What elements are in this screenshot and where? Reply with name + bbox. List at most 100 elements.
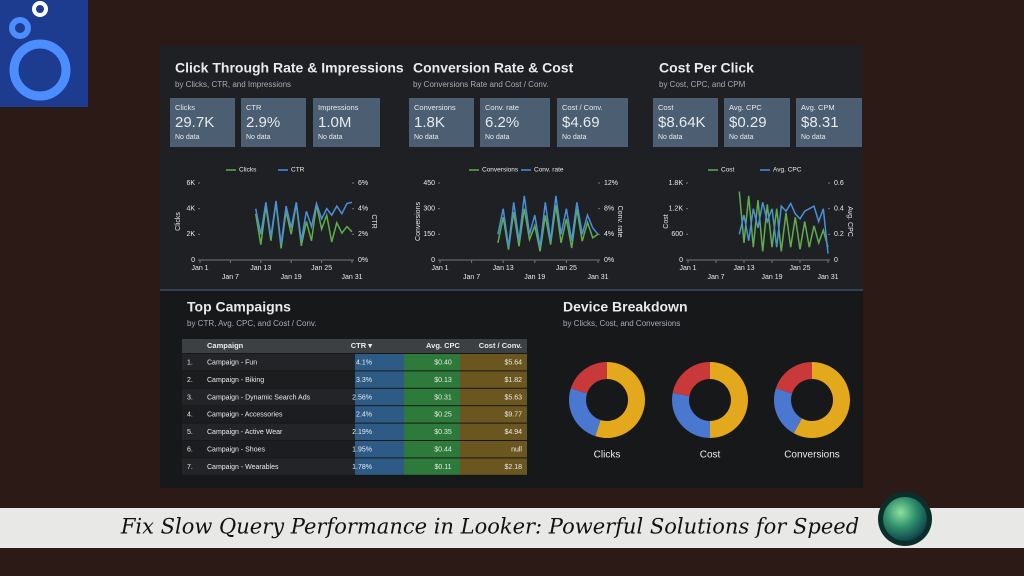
table-row xyxy=(182,441,355,458)
donut-label: Cost xyxy=(700,450,721,461)
banner xyxy=(0,508,1024,548)
table-cell-text: $0.31 xyxy=(434,394,452,401)
table-row xyxy=(182,458,355,475)
kpi-card xyxy=(241,98,306,147)
table-cell-text: 6. xyxy=(187,447,193,454)
donut-slice xyxy=(793,362,851,438)
x-tick-label: Jan 25 xyxy=(556,265,577,272)
x-tick-label: Jan 31 xyxy=(817,274,838,281)
table-cell-text: 1.95% xyxy=(352,447,372,454)
panel-title: Click Through Rate & Impressions xyxy=(175,60,404,76)
y-tick-label: 0 xyxy=(679,257,683,264)
panel-subtitle: by Clicks, Cost, and Conversions xyxy=(563,319,680,328)
table-cell-text: $0.40 xyxy=(434,360,452,367)
table-cell-text: 4.1% xyxy=(356,360,372,367)
table-cell-text: 7. xyxy=(187,464,193,471)
kpi-note: No data xyxy=(414,134,439,141)
table-cell xyxy=(460,441,527,458)
table-cell xyxy=(460,458,527,475)
panel-subtitle: by Clicks, CTR, and Impressions xyxy=(175,80,291,89)
kpi-card xyxy=(796,98,862,147)
panel-subtitle: by CTR, Avg. CPC, and Cost / Conv. xyxy=(187,319,317,328)
banner-title: Fix Slow Query Performance in Looker: Po… xyxy=(120,515,859,539)
table-cell xyxy=(460,388,527,406)
table-row xyxy=(182,388,355,406)
y-tick-label: 1.2K xyxy=(669,206,684,213)
y2-axis-label: Avg. CPC xyxy=(846,206,853,237)
table-cell xyxy=(460,406,527,423)
table-cell xyxy=(355,406,404,423)
table-row xyxy=(182,423,355,440)
table-cell xyxy=(404,423,460,440)
y-tick-label: 4K xyxy=(186,206,195,213)
legend-label: Conv. rate xyxy=(534,167,564,174)
table-row xyxy=(182,371,355,388)
series-line xyxy=(497,205,599,252)
table-cell-text: 3.3% xyxy=(356,377,372,384)
table-cell xyxy=(355,458,404,475)
series-line xyxy=(254,200,353,245)
table-cell xyxy=(404,388,460,406)
legend-label: CTR xyxy=(291,167,305,174)
table-cell-text: $0.35 xyxy=(434,429,452,436)
x-tick-label: Jan 25 xyxy=(789,265,810,272)
legend-label: Avg. CPC xyxy=(773,167,802,174)
x-tick-label: Jan 7 xyxy=(463,274,480,281)
series-line xyxy=(738,191,829,252)
y-tick-label: 450 xyxy=(423,180,435,187)
x-tick-label: Jan 19 xyxy=(761,274,782,281)
panel-subtitle: by Conversions Rate and Cost / Conv. xyxy=(413,80,548,89)
logo-dot xyxy=(9,17,31,39)
kpi-label: Avg. CPM xyxy=(801,103,835,112)
table-cell xyxy=(355,388,404,406)
y-axis-label: Cost xyxy=(663,214,670,228)
y2-tick-label: 0% xyxy=(358,257,368,264)
table-cell-text: Campaign - Wearables xyxy=(207,464,279,471)
legend-label: Conversions xyxy=(482,167,519,174)
kpi-label: Avg. CPC xyxy=(729,103,762,112)
kpi-label: Impressions xyxy=(318,103,359,112)
kpi-note: No data xyxy=(658,134,683,141)
kpi-value: 6.2% xyxy=(485,114,519,131)
y2-tick-label: 2% xyxy=(358,231,368,238)
table-cell-text: null xyxy=(511,447,522,454)
y2-tick-label: 0.2 xyxy=(834,231,844,238)
series-line xyxy=(497,195,599,248)
panel-title: Cost Per Click xyxy=(659,60,754,76)
table-cell-text: $0.44 xyxy=(434,447,452,454)
kpi-card xyxy=(557,98,628,147)
x-tick-label: Jan 1 xyxy=(191,265,208,272)
kpi-card xyxy=(724,98,790,147)
y2-tick-label: 0.4 xyxy=(834,206,844,213)
table-cell xyxy=(355,354,404,371)
table-cell xyxy=(404,406,460,423)
panel-title: Device Breakdown xyxy=(563,299,688,315)
table-cell-text: 2.19% xyxy=(352,429,372,436)
y-tick-label: 150 xyxy=(423,231,435,238)
legend-label: Cost xyxy=(721,167,735,174)
table-cell xyxy=(404,441,460,458)
y-tick-label: 600 xyxy=(671,231,683,238)
table-header xyxy=(182,339,527,353)
table-cell-text: 2. xyxy=(187,377,193,384)
donut-slice xyxy=(672,392,710,438)
x-tick-label: Jan 7 xyxy=(222,274,239,281)
table-cell-text: $9.77 xyxy=(504,412,522,419)
kpi-note: No data xyxy=(801,134,826,141)
y2-tick-label: 0.6 xyxy=(834,180,844,187)
table-cell xyxy=(404,354,460,371)
table-cell-text: Campaign - Biking xyxy=(207,377,264,384)
legend-label: Clicks xyxy=(239,167,257,174)
table-cell-text: $2.18 xyxy=(504,464,522,471)
x-tick-label: Jan 19 xyxy=(524,274,545,281)
panel-title: Top Campaigns xyxy=(187,299,291,315)
x-tick-label: Jan 13 xyxy=(250,265,271,272)
table-cell xyxy=(355,441,404,458)
y-axis-label: Clicks xyxy=(175,212,182,231)
logo-dot xyxy=(32,1,48,17)
y2-axis-label: Conv. rate xyxy=(616,206,623,238)
x-tick-label: Jan 25 xyxy=(311,265,332,272)
kpi-label: Cost / Conv. xyxy=(562,103,603,112)
donut-slice xyxy=(710,362,748,438)
